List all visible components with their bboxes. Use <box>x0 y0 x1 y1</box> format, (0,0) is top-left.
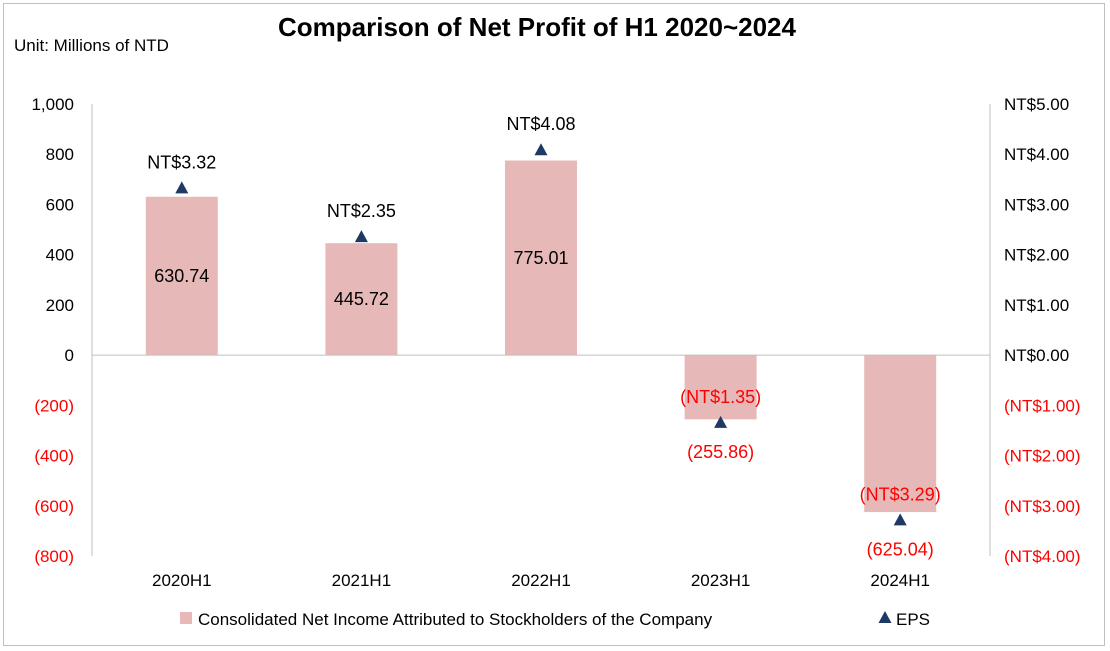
eps-value-label: (NT$3.29) <box>860 484 941 504</box>
right-tick-label: NT$3.00 <box>1004 195 1069 214</box>
left-tick-label: (800) <box>34 547 74 566</box>
left-tick-label: 1,000 <box>31 95 74 114</box>
bar-2021H1 <box>325 243 398 356</box>
x-tick-label: 2021H1 <box>332 571 392 590</box>
right-tick-label: NT$5.00 <box>1004 95 1069 114</box>
legend-label-eps: EPS <box>896 610 930 629</box>
eps-marker-2022H1 <box>534 143 548 156</box>
left-tick-label: 400 <box>46 246 74 265</box>
eps-marker-2023H1 <box>714 415 728 428</box>
bar-value-label: 445.72 <box>334 289 389 309</box>
left-tick-label: 200 <box>46 296 74 315</box>
chart-title: Comparison of Net Profit of H1 2020~2024 <box>278 12 796 42</box>
bar-2020H1 <box>145 196 218 356</box>
left-tick-label: (600) <box>34 497 74 516</box>
eps-value-label: NT$3.32 <box>147 152 216 172</box>
right-tick-label: NT$0.00 <box>1004 346 1069 365</box>
x-tick-label: 2022H1 <box>511 571 571 590</box>
left-tick-label: (400) <box>34 447 74 466</box>
eps-value-label: NT$2.35 <box>327 201 396 221</box>
right-tick-label: (NT$3.00) <box>1004 497 1081 516</box>
right-tick-label: (NT$1.00) <box>1004 396 1081 415</box>
eps-value-label: NT$4.08 <box>506 114 575 134</box>
bar-value-label: 775.01 <box>513 248 568 268</box>
right-tick-label: (NT$2.00) <box>1004 447 1081 466</box>
bar-2023H1 <box>684 355 757 420</box>
left-tick-label: 0 <box>65 346 74 365</box>
eps-value-label: (NT$1.35) <box>680 387 761 407</box>
right-tick-label: NT$4.00 <box>1004 145 1069 164</box>
bar-value-label: (625.04) <box>867 539 934 559</box>
x-tick-label: 2020H1 <box>152 571 212 590</box>
left-tick-label: (200) <box>34 396 74 415</box>
bar-2022H1 <box>505 160 577 356</box>
bar-value-label: 630.74 <box>154 266 209 286</box>
legend-label-net-income: Consolidated Net Income Attributed to St… <box>198 610 713 629</box>
right-tick-label: NT$1.00 <box>1004 296 1069 315</box>
legend-swatch-net-income <box>180 612 192 624</box>
left-tick-label: 800 <box>46 145 74 164</box>
bar-value-label: (255.86) <box>687 442 754 462</box>
bar-2024H1 <box>864 355 937 513</box>
eps-marker-2021H1 <box>354 230 368 243</box>
unit-label: Unit: Millions of NTD <box>14 36 169 55</box>
right-tick-label: NT$2.00 <box>1004 246 1069 265</box>
right-tick-label: (NT$4.00) <box>1004 547 1081 566</box>
legend-marker-eps <box>878 611 892 623</box>
left-tick-label: 600 <box>46 195 74 214</box>
eps-marker-2020H1 <box>175 181 189 194</box>
eps-marker-2024H1 <box>893 513 907 526</box>
x-tick-label: 2023H1 <box>691 571 751 590</box>
x-tick-label: 2024H1 <box>870 571 930 590</box>
